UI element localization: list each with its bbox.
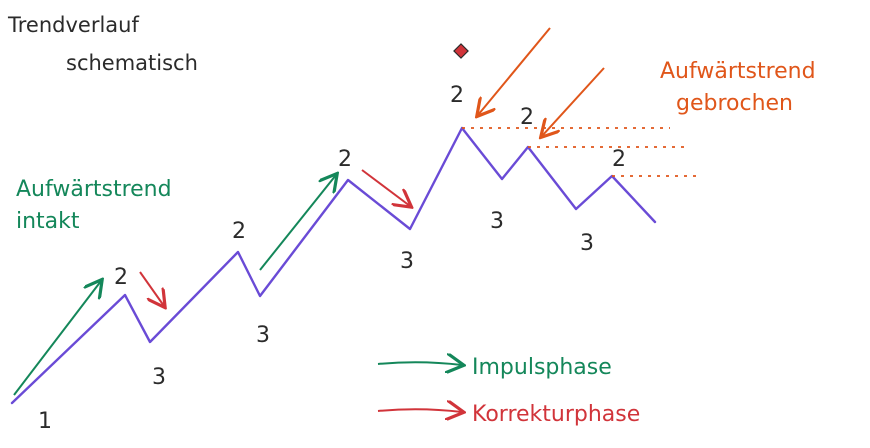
legend-correction-arrow — [377, 409, 462, 412]
trend-line — [10, 126, 657, 405]
point-label-peak: 2 — [114, 265, 128, 290]
point-label-trough: 3 — [490, 209, 504, 234]
diamond-marker-icon — [453, 43, 469, 59]
break-arrow-1 — [478, 27, 551, 115]
broken-label-line-1: Aufwärtstrend — [660, 59, 816, 84]
point-label-start: 1 — [38, 409, 52, 434]
intact-label-line-2: intakt — [16, 209, 80, 234]
point-label-peak: 2 — [612, 147, 626, 172]
point-label-peak: 2 — [450, 83, 464, 108]
point-label-peak: 2 — [232, 219, 246, 244]
impulse-arrow-2 — [259, 175, 336, 271]
break-arrow-2 — [542, 67, 605, 136]
title-line-2: schematisch — [66, 51, 198, 75]
intact-label-line-1: Aufwärtstrend — [16, 177, 172, 202]
point-label-peak: 2 — [338, 147, 352, 172]
legend-impulse-arrow — [377, 362, 462, 365]
correction-arrow-1 — [139, 271, 164, 306]
correction-arrow-2 — [361, 169, 410, 206]
point-label-peak: 2 — [520, 105, 534, 130]
point-label-trough: 3 — [580, 231, 594, 256]
legend: Impulsphase Korrekturphase — [377, 355, 640, 427]
legend-impulse-label: Impulsphase — [472, 355, 612, 380]
impulse-arrow-1 — [13, 281, 101, 396]
title-line-1: Trendverlauf — [7, 13, 139, 37]
point-label-trough: 3 — [400, 249, 414, 274]
broken-label-line-2: gebrochen — [676, 91, 793, 116]
legend-correction-label: Korrekturphase — [472, 402, 640, 427]
point-label-trough: 3 — [256, 323, 270, 348]
point-label-trough: 3 — [152, 365, 166, 390]
